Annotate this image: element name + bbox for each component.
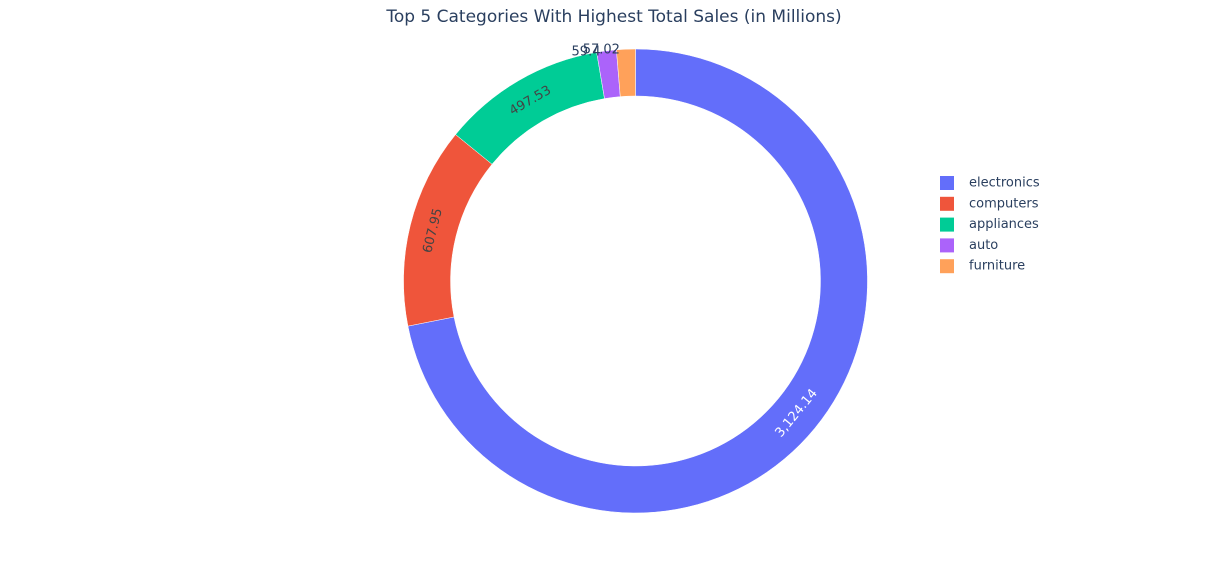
legend-item-appliances[interactable]: appliances [940,217,1039,232]
legend-swatch [940,259,954,274]
legend-label: electronics [969,176,1040,191]
legend-label: computers [969,196,1039,211]
slice-label-furniture: 57.02 [583,43,620,58]
slice-label-auto: 59.4 [572,44,601,59]
slice-electronics[interactable] [407,48,868,514]
slice-computers[interactable] [403,134,493,327]
donut-slices [403,48,868,514]
legend-item-furniture[interactable]: furniture [940,259,1025,274]
legend-item-computers[interactable]: computers [940,196,1039,211]
legend-label: auto [969,238,998,253]
legend-swatch [940,217,954,232]
legend-swatch [940,238,954,253]
legend-item-auto[interactable]: auto [940,238,998,253]
legend-label: furniture [969,259,1025,274]
legend: electronics computers appliances auto furnit… [940,176,1040,274]
legend-label: appliances [969,217,1039,232]
legend-swatch [940,196,954,211]
legend-item-electronics[interactable]: electronics [940,176,1040,191]
slice-furniture[interactable] [616,48,636,97]
chart-title: Top 5 Categories With Highest Total Sale… [385,7,841,27]
legend-swatch [940,176,954,190]
